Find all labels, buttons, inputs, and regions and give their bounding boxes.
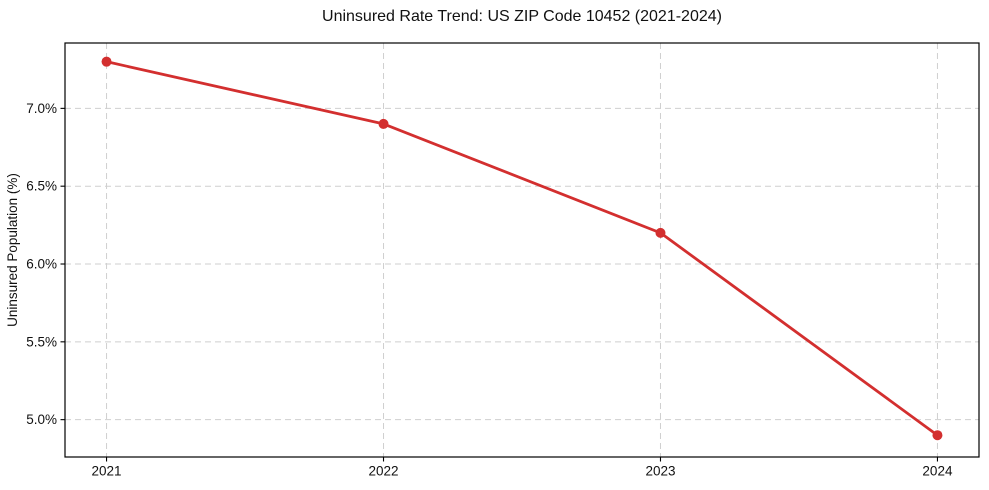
- data-point-marker: [655, 227, 666, 238]
- plot-background: [65, 43, 979, 457]
- plot-border: [64, 42, 980, 458]
- x-tick-label: 2021: [92, 464, 122, 479]
- data-point-marker: [101, 56, 112, 67]
- data-line: [105, 60, 939, 437]
- grid-group: [65, 43, 979, 457]
- y-tick-label: 5.0%: [26, 412, 57, 427]
- y-axis-label: Uninsured Population (%): [5, 173, 20, 327]
- x-tick-label: 2024: [922, 464, 953, 479]
- chart-title: Uninsured Rate Trend: US ZIP Code 10452 …: [322, 8, 722, 25]
- x-tick-label: 2023: [645, 464, 675, 479]
- y-tick-label: 7.0%: [26, 101, 57, 116]
- data-point-marker: [378, 118, 389, 129]
- tick-group: [60, 107, 939, 462]
- y-tick-label: 6.0%: [26, 257, 57, 272]
- data-point-marker: [932, 430, 943, 441]
- y-tick-label: 6.5%: [26, 179, 57, 194]
- x-tick-label: 2022: [368, 464, 398, 479]
- y-tick-label: 5.5%: [26, 334, 57, 349]
